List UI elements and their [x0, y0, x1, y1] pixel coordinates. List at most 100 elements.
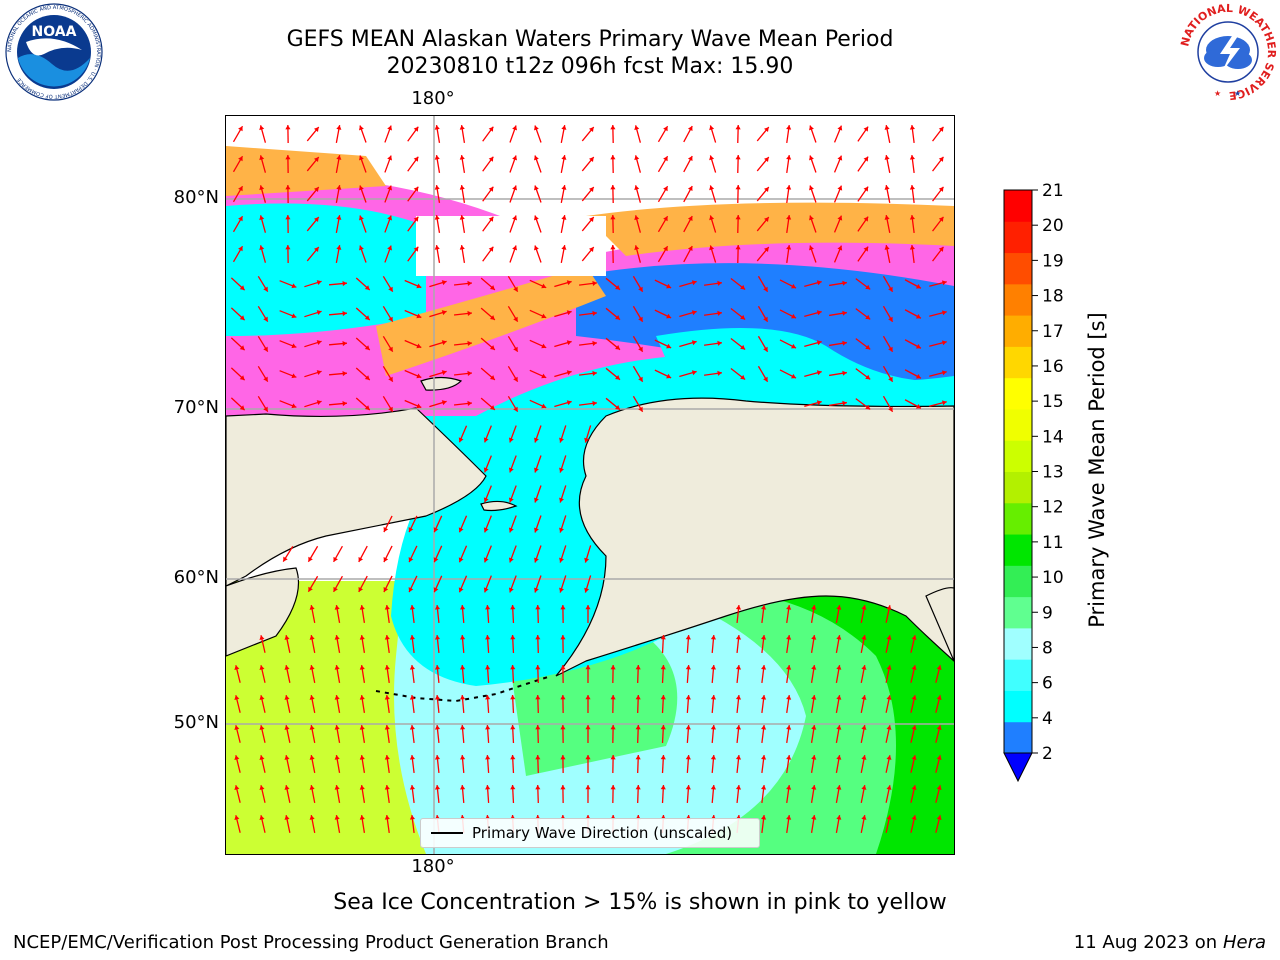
wave-direction-arrow: [660, 634, 666, 654]
wave-direction-arrow: [359, 695, 366, 713]
wave-direction-arrow: [703, 370, 723, 376]
wave-direction-arrow: [533, 185, 542, 203]
wave-direction-arrow: [510, 664, 516, 684]
wave-direction-arrow: [359, 815, 366, 833]
wave-direction-arrow: [259, 755, 266, 773]
wave-direction-arrow: [910, 785, 917, 803]
wave-direction-arrow: [860, 635, 867, 653]
wave-direction-arrow: [860, 785, 867, 803]
wave-direction-arrow: [679, 370, 697, 378]
wave-direction-arrow: [804, 280, 822, 287]
wave-direction-arrow: [735, 124, 741, 144]
wave-direction-arrow: [334, 665, 341, 683]
wave-direction-arrow: [735, 754, 742, 774]
wave-direction-arrow: [882, 365, 894, 383]
wave-direction-arrow: [884, 155, 891, 173]
wave-direction-arrow: [735, 664, 742, 684]
noaa-logo-text: NOAA: [32, 24, 77, 40]
wave-direction-arrow: [857, 126, 869, 142]
wave-direction-arrow: [382, 395, 394, 413]
wave-direction-arrow: [533, 215, 542, 233]
wave-direction-arrow: [334, 635, 341, 653]
wave-direction-arrow: [761, 634, 767, 654]
wave-direction-arrow: [409, 784, 415, 804]
wave-direction-arrow: [533, 245, 542, 263]
wave-direction-arrow: [929, 310, 947, 317]
wave-direction-arrow: [483, 425, 492, 443]
wave-direction-arrow: [610, 784, 616, 804]
wave-direction-arrow: [453, 370, 473, 377]
wave-direction-arrow: [534, 545, 542, 563]
wave-direction-arrow: [833, 185, 843, 203]
wave-direction-arrow: [904, 399, 922, 409]
map-legend: Primary Wave Direction (unscaled): [420, 818, 760, 848]
wave-direction-arrow: [810, 695, 817, 713]
colorbar-segment: [1004, 315, 1032, 347]
wave-direction-arrow: [480, 397, 496, 411]
wave-direction-arrow: [483, 545, 492, 563]
lon-label-top: 180°: [411, 88, 455, 109]
wave-direction-arrow: [929, 370, 947, 377]
wave-direction-arrow: [232, 125, 244, 143]
wave-direction-arrow: [710, 784, 716, 804]
wave-direction-arrow: [480, 367, 496, 381]
wave-direction-arrow: [333, 575, 343, 593]
wave-direction-arrow: [460, 754, 466, 774]
wave-direction-arrow: [434, 724, 441, 744]
wave-direction-arrow: [761, 604, 767, 624]
wave-direction-arrow: [507, 395, 519, 413]
wave-direction-arrow: [510, 784, 516, 804]
wave-direction-arrow: [429, 310, 447, 318]
lat-label-50n: 50°N: [173, 712, 219, 733]
wave-direction-arrow: [433, 575, 443, 593]
wave-direction-arrow: [259, 245, 267, 263]
land-kamchatka: [226, 567, 300, 657]
wave-direction-arrow: [458, 575, 468, 593]
colorbar-segment: [1004, 596, 1032, 629]
wave-direction-arrow: [234, 665, 241, 683]
wave-direction-arrow: [935, 695, 942, 713]
wave-direction-arrow: [434, 634, 441, 654]
wave-direction-arrow: [559, 515, 567, 533]
wave-direction-arrow: [409, 814, 415, 834]
wave-direction-arrow: [409, 694, 415, 714]
wave-direction-arrow: [384, 664, 390, 684]
wave-direction-arrow: [885, 665, 892, 683]
wave-direction-arrow: [358, 125, 367, 143]
wave-direction-arrow: [855, 278, 871, 290]
wave-direction-arrow: [335, 215, 342, 233]
wave-direction-arrow: [855, 398, 871, 410]
graticule: [226, 116, 954, 854]
wave-direction-arrow: [534, 425, 542, 443]
wave-direction-arrow: [279, 400, 297, 409]
wave-direction-arrow: [654, 369, 672, 379]
wave-direction-arrow: [434, 694, 441, 714]
wave-direction-arrow: [453, 310, 473, 317]
wave-direction-arrow: [860, 695, 867, 713]
wave-direction-arrow: [835, 635, 842, 653]
wave-direction-arrow: [835, 815, 842, 833]
wave-direction-arrow: [259, 815, 266, 833]
colorbar-segment: [1004, 440, 1032, 472]
wave-direction-arrow: [285, 244, 291, 264]
wave-direction-arrow: [510, 694, 516, 714]
wave-direction-arrow: [404, 279, 422, 289]
colorbar-tick-label: 9: [1042, 603, 1053, 623]
wave-direction-arrow: [585, 724, 591, 744]
land-canada-coast: [925, 587, 954, 662]
wave-direction-arrow: [559, 575, 567, 593]
colorbar-tick-label: 8: [1042, 638, 1053, 658]
wave-direction-arrow: [709, 245, 717, 263]
wave-direction-arrow: [328, 371, 348, 377]
wave-direction-arrow: [434, 155, 441, 173]
wave-direction-arrow: [560, 724, 566, 744]
wave-direction-arrow: [434, 784, 441, 804]
wave-direction-arrow: [809, 245, 817, 263]
wave-direction-arrow: [709, 215, 717, 233]
wave-direction-arrow: [259, 185, 267, 203]
wave-direction-arrow: [929, 400, 947, 407]
wave-direction-arrow: [581, 186, 595, 202]
wave-direction-arrow: [786, 604, 792, 624]
wave-direction-arrow: [634, 125, 642, 143]
wave-direction-arrow: [735, 694, 742, 714]
